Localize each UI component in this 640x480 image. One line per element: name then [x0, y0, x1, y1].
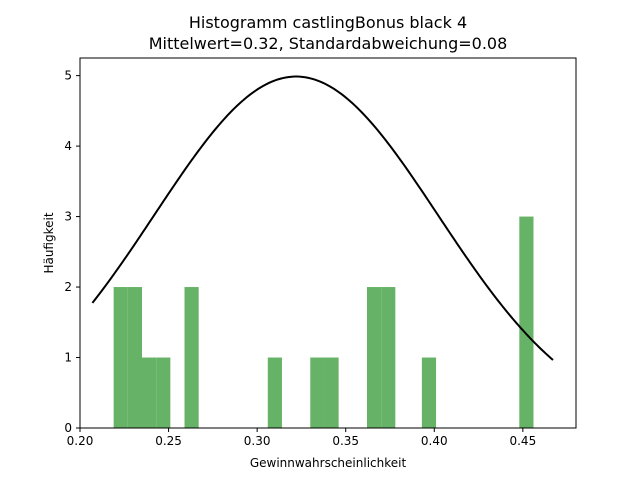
x-tick-label-4: 0.40 — [421, 434, 448, 448]
y-tick-label-1: 1 — [64, 351, 72, 365]
x-tick-label-2: 0.30 — [244, 434, 271, 448]
x-axis-label: Gewinnwahrscheinlichkeit — [250, 456, 407, 470]
y-tick-label-2: 2 — [64, 280, 72, 294]
histogram-bar-1 — [127, 287, 142, 428]
x-axis-ticks: 0.20 0.25 0.30 0.35 0.40 0.45 — [67, 428, 536, 448]
histogram-bar-10 — [421, 357, 437, 428]
chart-title: Histogramm castlingBonus black 4 — [189, 13, 467, 32]
y-tick-label-0: 0 — [64, 421, 72, 435]
plot-frame — [79, 57, 577, 429]
chart-subtitle: Mittelwert=0.32, Standardabweichung=0.08 — [149, 34, 508, 53]
histogram-bar-7 — [324, 357, 339, 428]
histogram-bar-4 — [184, 287, 199, 428]
bars-group — [113, 216, 534, 428]
x-tick-label-3: 0.35 — [332, 434, 359, 448]
y-tick-label-3: 3 — [64, 210, 72, 224]
x-tick-label-0: 0.20 — [67, 434, 94, 448]
normal-curve — [91, 75, 554, 361]
histogram-bar-0 — [113, 287, 128, 428]
histogram-bar-5 — [267, 357, 282, 428]
histogram-bar-6 — [310, 357, 325, 428]
histogram-bar-8 — [366, 287, 382, 428]
x-tick-label-1: 0.25 — [155, 434, 182, 448]
y-axis-label: Häufigkeit — [42, 212, 56, 273]
y-axis-ticks: 0 1 2 3 4 5 — [64, 69, 80, 435]
histogram-bar-9 — [381, 287, 396, 428]
x-tick-label-5: 0.45 — [509, 434, 536, 448]
y-tick-label-5: 5 — [64, 69, 72, 83]
histogram-bar-11 — [519, 216, 534, 428]
histogram-bar-2 — [142, 357, 157, 428]
histogram-bar-3 — [156, 357, 171, 428]
y-tick-label-4: 4 — [64, 139, 72, 153]
